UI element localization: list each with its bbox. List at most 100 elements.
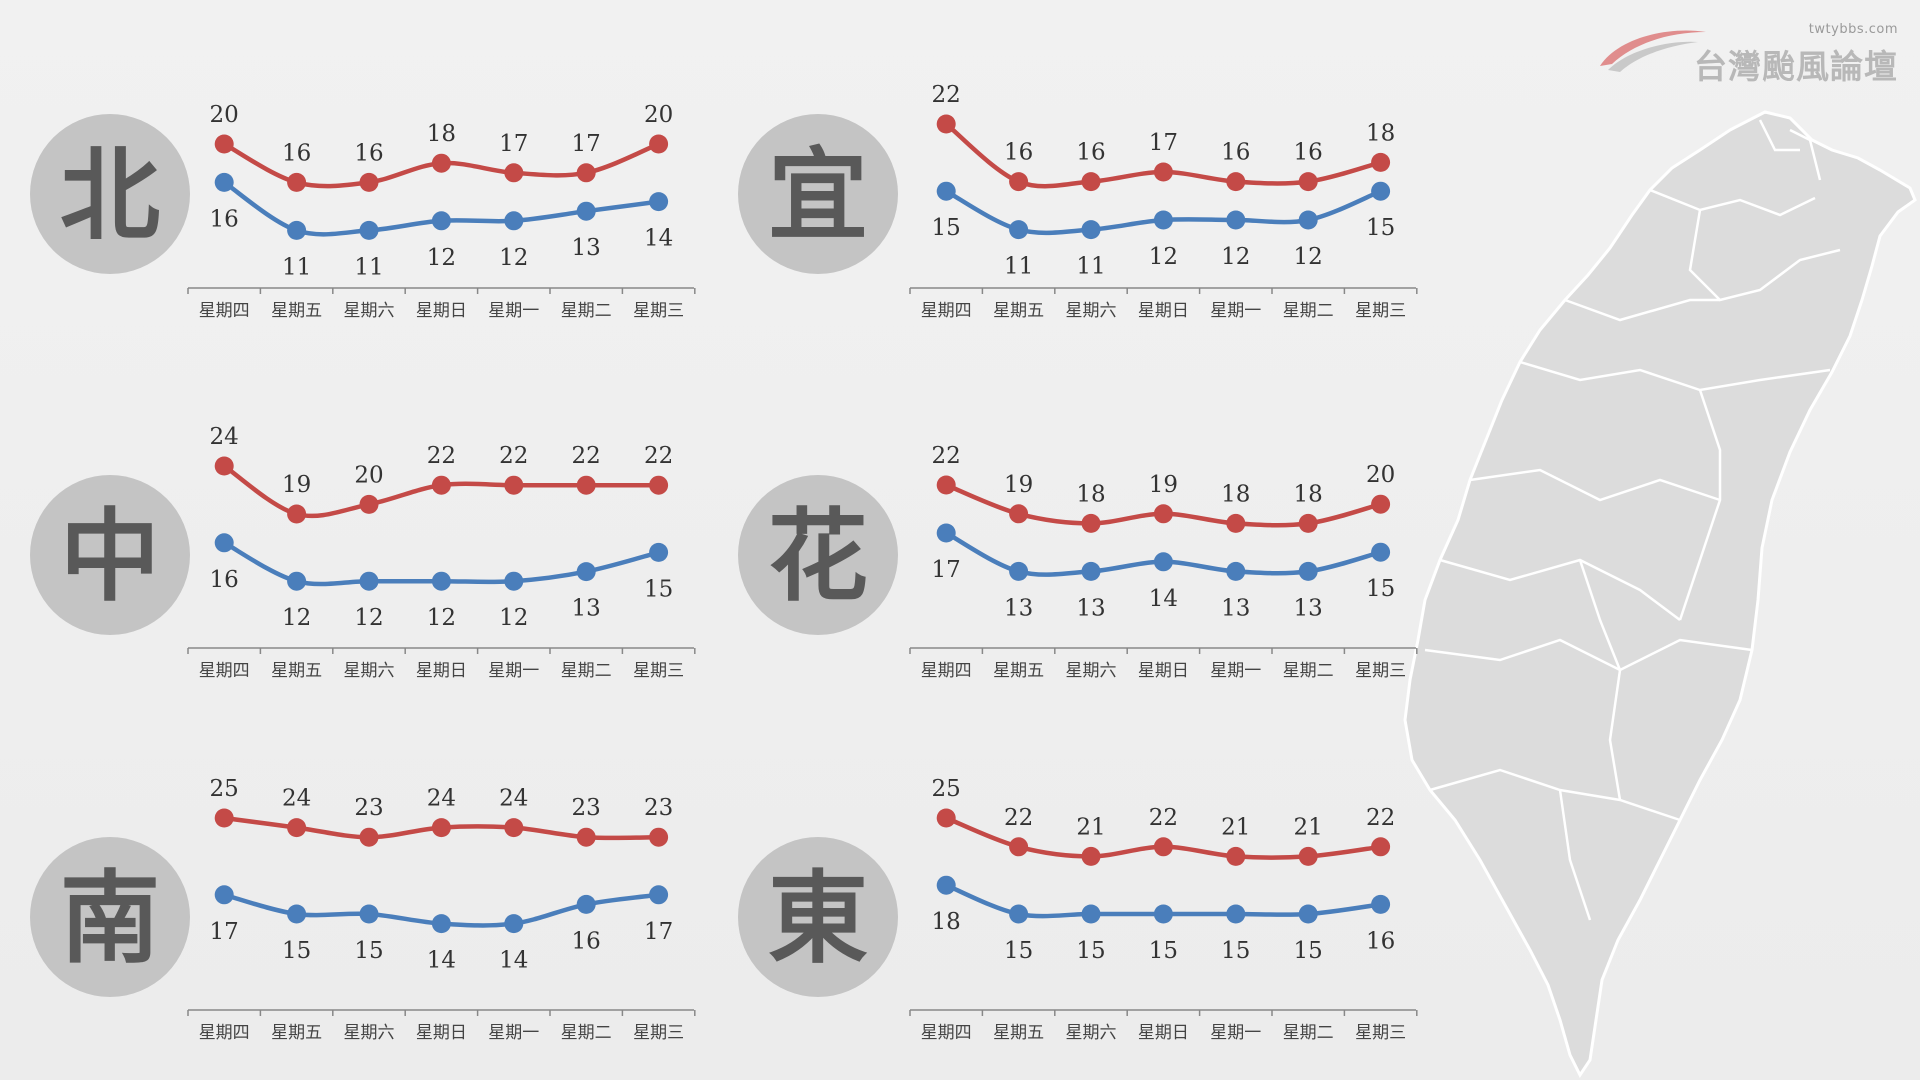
taiwan-map bbox=[1403, 110, 1917, 1078]
high-temp-label: 20 bbox=[1366, 462, 1395, 488]
low-temp-point bbox=[431, 571, 451, 591]
high-temp-point bbox=[1226, 172, 1246, 192]
low-temp-point bbox=[431, 914, 451, 934]
high-temp-point bbox=[576, 827, 596, 847]
region-badge: 花 bbox=[738, 475, 898, 635]
x-tick-label: 星期一 bbox=[1210, 661, 1261, 681]
x-tick-label: 星期五 bbox=[993, 661, 1044, 681]
low-temp-label: 15 bbox=[644, 576, 673, 602]
badge-circle bbox=[30, 837, 190, 997]
high-temp-point bbox=[936, 114, 956, 134]
high-temp-label: 22 bbox=[499, 443, 528, 469]
region-badge: 東 bbox=[738, 837, 898, 997]
high-temp-point bbox=[1009, 837, 1029, 857]
high-temp-label: 22 bbox=[644, 443, 673, 469]
low-temp-point bbox=[1153, 552, 1173, 572]
x-tick-label: 星期日 bbox=[1138, 661, 1189, 681]
low-temp-label: 13 bbox=[1294, 595, 1323, 621]
low-temp-label: 15 bbox=[1149, 938, 1178, 964]
site-name: 台灣颱風論壇 bbox=[1694, 47, 1898, 86]
high-temp-label: 16 bbox=[282, 140, 311, 166]
high-temp-point bbox=[287, 504, 307, 524]
low-temp-point bbox=[359, 220, 379, 240]
high-temp-point bbox=[1298, 846, 1318, 866]
high-temp-point bbox=[214, 808, 234, 828]
county-borders bbox=[1424, 119, 1841, 921]
x-tick-label: 星期六 bbox=[344, 661, 395, 681]
high-temp-label: 23 bbox=[354, 795, 383, 821]
high-temp-label: 20 bbox=[644, 102, 673, 128]
low-temp-label: 11 bbox=[354, 254, 383, 280]
high-temp-label: 25 bbox=[210, 776, 239, 802]
site-logo: twtybbs.com 台灣颱風論壇 bbox=[1598, 18, 1898, 86]
x-tick-label: 星期二 bbox=[561, 1023, 612, 1043]
high-temp-label: 19 bbox=[282, 472, 311, 498]
high-temp-point bbox=[1226, 846, 1246, 866]
x-tick-label: 星期日 bbox=[416, 661, 467, 681]
low-temp-label: 15 bbox=[1366, 215, 1395, 241]
low-temp-label: 14 bbox=[644, 226, 673, 252]
x-tick-label: 星期五 bbox=[271, 301, 322, 321]
x-tick-label: 星期六 bbox=[1066, 661, 1117, 681]
high-temp-label: 23 bbox=[644, 795, 673, 821]
low-temp-point bbox=[576, 894, 596, 914]
low-temp-label: 16 bbox=[210, 206, 239, 232]
low-temp-point bbox=[936, 523, 956, 543]
low-temp-point bbox=[1226, 904, 1246, 924]
low-temp-label: 15 bbox=[1221, 938, 1250, 964]
low-temp-point bbox=[1081, 561, 1101, 581]
x-tick-label: 星期六 bbox=[344, 301, 395, 321]
x-tick-label: 星期一 bbox=[1210, 1023, 1261, 1043]
high-temp-point bbox=[1371, 152, 1391, 172]
low-temp-point bbox=[287, 571, 307, 591]
region-label: 東 bbox=[768, 860, 868, 977]
low-temp-point bbox=[504, 211, 524, 231]
badge-circle bbox=[30, 114, 190, 274]
x-tick-label: 星期四 bbox=[199, 301, 250, 321]
x-tick-label: 星期五 bbox=[993, 1023, 1044, 1043]
high-temp-label: 24 bbox=[282, 786, 311, 812]
high-temp-label: 18 bbox=[427, 121, 456, 147]
low-temp-label: 12 bbox=[354, 605, 383, 631]
high-temp-label: 22 bbox=[1149, 805, 1178, 831]
low-temp-label: 14 bbox=[427, 948, 456, 974]
low-temp-label: 14 bbox=[499, 948, 528, 974]
x-tick-label: 星期三 bbox=[1355, 661, 1406, 681]
x-tick-label: 星期三 bbox=[1355, 1023, 1406, 1043]
low-temp-label: 12 bbox=[1294, 244, 1323, 270]
high-temp-label: 22 bbox=[932, 443, 961, 469]
badge-circle bbox=[738, 114, 898, 274]
high-temp-point bbox=[1371, 837, 1391, 857]
region-label: 南 bbox=[60, 860, 160, 977]
high-temp-label: 20 bbox=[354, 462, 383, 488]
x-tick-label: 星期六 bbox=[1066, 1023, 1117, 1043]
high-temp-point bbox=[1081, 513, 1101, 533]
region-label: 宜 bbox=[768, 137, 868, 254]
low-temp-point bbox=[1298, 904, 1318, 924]
logo-swoosh-icon bbox=[1600, 30, 1706, 72]
low-temp-label: 15 bbox=[932, 215, 961, 241]
high-temp-point bbox=[649, 827, 669, 847]
low-temp-point bbox=[1371, 894, 1391, 914]
low-temp-point bbox=[1371, 181, 1391, 201]
high-temp-point bbox=[1009, 504, 1029, 524]
high-temp-point bbox=[576, 163, 596, 183]
x-tick-label: 星期五 bbox=[993, 301, 1044, 321]
low-temp-point bbox=[1009, 220, 1029, 240]
high-temp-point bbox=[1153, 837, 1173, 857]
x-tick-label: 星期三 bbox=[1355, 301, 1406, 321]
x-tick-label: 星期二 bbox=[1283, 661, 1334, 681]
high-temp-point bbox=[1153, 504, 1173, 524]
high-temp-label: 17 bbox=[572, 131, 601, 157]
x-tick-label: 星期五 bbox=[271, 1023, 322, 1043]
x-tick-label: 星期日 bbox=[1138, 1023, 1189, 1043]
low-temp-label: 13 bbox=[1221, 595, 1250, 621]
high-temp-label: 24 bbox=[427, 786, 456, 812]
high-temp-point bbox=[359, 172, 379, 192]
high-temp-label: 22 bbox=[932, 82, 961, 108]
low-temp-label: 11 bbox=[282, 254, 311, 280]
low-temp-label: 15 bbox=[282, 938, 311, 964]
high-temp-label: 17 bbox=[1149, 130, 1178, 156]
